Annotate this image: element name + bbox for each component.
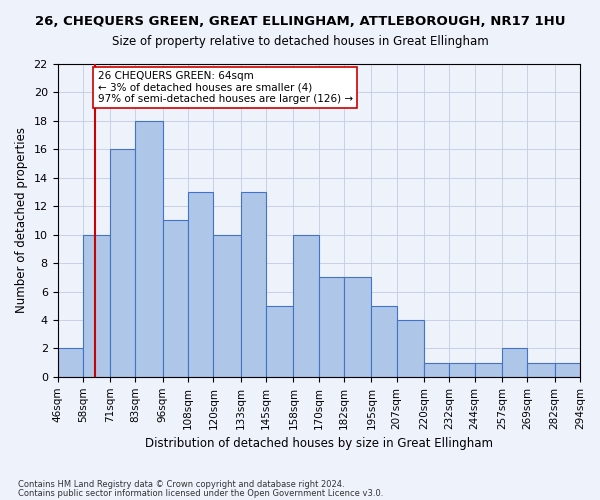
- Text: Contains HM Land Registry data © Crown copyright and database right 2024.: Contains HM Land Registry data © Crown c…: [18, 480, 344, 489]
- Bar: [424, 362, 449, 377]
- Bar: [371, 306, 397, 377]
- Bar: [214, 234, 241, 377]
- Text: Contains public sector information licensed under the Open Government Licence v3: Contains public sector information licen…: [18, 488, 383, 498]
- Text: 26 CHEQUERS GREEN: 64sqm
← 3% of detached houses are smaller (4)
97% of semi-det: 26 CHEQUERS GREEN: 64sqm ← 3% of detache…: [98, 71, 353, 104]
- Bar: [293, 234, 319, 377]
- Bar: [344, 278, 371, 377]
- Bar: [58, 348, 83, 377]
- Bar: [449, 362, 475, 377]
- X-axis label: Distribution of detached houses by size in Great Ellingham: Distribution of detached houses by size …: [145, 437, 493, 450]
- Bar: [502, 348, 527, 377]
- Bar: [188, 192, 214, 377]
- Bar: [555, 362, 580, 377]
- Bar: [397, 320, 424, 377]
- Bar: [163, 220, 188, 377]
- Text: 26, CHEQUERS GREEN, GREAT ELLINGHAM, ATTLEBOROUGH, NR17 1HU: 26, CHEQUERS GREEN, GREAT ELLINGHAM, ATT…: [35, 15, 565, 28]
- Bar: [319, 278, 344, 377]
- Bar: [136, 121, 163, 377]
- Bar: [110, 150, 136, 377]
- Bar: [266, 306, 293, 377]
- Bar: [475, 362, 502, 377]
- Text: Size of property relative to detached houses in Great Ellingham: Size of property relative to detached ho…: [112, 35, 488, 48]
- Y-axis label: Number of detached properties: Number of detached properties: [15, 128, 28, 314]
- Bar: [527, 362, 555, 377]
- Bar: [83, 234, 110, 377]
- Bar: [241, 192, 266, 377]
